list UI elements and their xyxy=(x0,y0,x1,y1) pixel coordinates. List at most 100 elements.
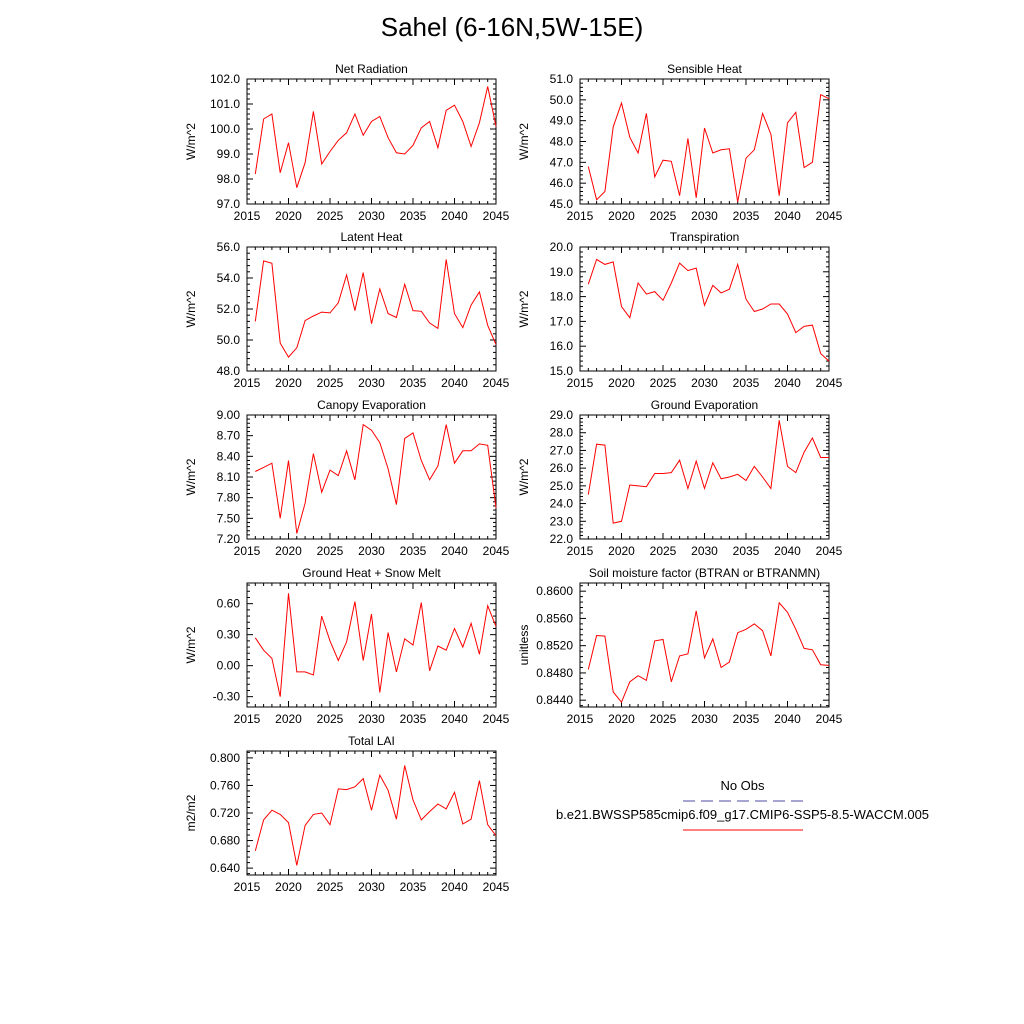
x-tick-label: 2035 xyxy=(400,544,427,558)
series-line xyxy=(254,765,497,866)
x-tick-label: 2035 xyxy=(400,376,427,390)
x-tick-label: 2035 xyxy=(733,376,760,390)
y-tick-label: 23.0 xyxy=(550,514,574,528)
x-tick-label: 2040 xyxy=(441,544,468,558)
x-tick-label: 2035 xyxy=(733,712,760,726)
y-tick-label: 54.0 xyxy=(217,271,241,285)
x-tick-label: 2015 xyxy=(234,712,261,726)
legend-model-label: b.e21.BWSSP585cmip6.f09_g17.CMIP6-SSP5-8… xyxy=(555,807,930,822)
panel-title: Total LAI xyxy=(348,734,395,748)
y-tick-label: 24.0 xyxy=(550,497,574,511)
x-tick-label: 2030 xyxy=(358,544,385,558)
y-tick-label: 98.0 xyxy=(217,172,241,186)
y-tick-label: 22.0 xyxy=(550,532,574,546)
series-line xyxy=(587,420,829,524)
y-tick-label: 0.720 xyxy=(210,806,240,820)
y-tick-label: 45.0 xyxy=(550,197,574,211)
x-tick-label: 2025 xyxy=(650,209,677,223)
series-line xyxy=(254,86,497,188)
y-tick-label: 100.0 xyxy=(210,122,240,136)
y-tick-label: 97.0 xyxy=(217,197,241,211)
x-tick-label: 2040 xyxy=(441,880,468,894)
legend-model-swatch xyxy=(683,829,803,831)
x-tick-label: 2025 xyxy=(317,376,344,390)
panel-title: Ground Evaporation xyxy=(651,398,758,412)
y-axis-label: unitless xyxy=(517,625,531,666)
y-axis-label: W/m^2 xyxy=(517,123,531,160)
x-tick-label: 2020 xyxy=(608,712,635,726)
x-tick-label: 2035 xyxy=(400,712,427,726)
x-tick-label: 2040 xyxy=(774,544,801,558)
x-tick-label: 2035 xyxy=(733,209,760,223)
x-tick-label: 2035 xyxy=(400,209,427,223)
panel-title: Latent Heat xyxy=(340,230,403,244)
x-tick-label: 2020 xyxy=(275,209,302,223)
x-tick-label: 2045 xyxy=(483,712,510,726)
x-tick-label: 2045 xyxy=(483,544,510,558)
y-tick-label: 102.0 xyxy=(210,72,240,86)
plot-frame xyxy=(246,414,497,540)
y-tick-label: 25.0 xyxy=(550,479,574,493)
x-tick-label: 2020 xyxy=(275,712,302,726)
x-tick-label: 2015 xyxy=(567,376,594,390)
page-title: Sahel (6-16N,5W-15E) xyxy=(380,12,644,42)
plot-frame xyxy=(579,78,830,205)
legend-obs-label: No Obs xyxy=(720,778,765,793)
panel-9: Total LAI m2/m2 2015 2020 2025 2030 2035 2040 20… xyxy=(184,734,510,894)
panel-7: Ground Heat + Snow Melt W/m^2 2015 2020 2025… xyxy=(184,566,510,726)
y-tick-label: 26.0 xyxy=(550,461,574,475)
y-axis-label: W/m^2 xyxy=(184,626,198,663)
y-tick-label: 8.10 xyxy=(217,470,241,484)
panel-title: Transpiration xyxy=(670,230,740,244)
x-tick-label: 2025 xyxy=(650,376,677,390)
y-axis-label: W/m^2 xyxy=(517,458,531,495)
y-tick-label: 46.0 xyxy=(550,176,574,190)
y-tick-label: 7.20 xyxy=(217,532,241,546)
plot-frame xyxy=(246,246,497,372)
x-tick-label: 2045 xyxy=(483,209,510,223)
x-tick-label: 2030 xyxy=(358,376,385,390)
x-tick-label: 2045 xyxy=(483,376,510,390)
x-tick-label: 2015 xyxy=(567,712,594,726)
x-tick-label: 2045 xyxy=(816,712,843,726)
panel-8: Soil moisture factor (BTRAN or BTRANMN) u… xyxy=(517,566,843,726)
y-tick-label: 0.30 xyxy=(217,628,241,642)
x-tick-label: 2025 xyxy=(317,880,344,894)
x-tick-label: 2030 xyxy=(691,544,718,558)
x-tick-label: 2015 xyxy=(234,544,261,558)
x-tick-label: 2040 xyxy=(441,209,468,223)
y-tick-label: 49.0 xyxy=(550,114,574,128)
x-tick-label: 2030 xyxy=(691,209,718,223)
panel-title: Ground Heat + Snow Melt xyxy=(302,566,441,580)
x-tick-label: 2030 xyxy=(358,880,385,894)
y-tick-label: -0.30 xyxy=(213,690,241,704)
x-tick-label: 2020 xyxy=(608,544,635,558)
y-tick-label: 0.8560 xyxy=(536,611,573,625)
series-line xyxy=(587,258,830,362)
plot-frame xyxy=(579,582,830,708)
y-tick-label: 47.0 xyxy=(550,155,574,169)
y-tick-label: 7.50 xyxy=(217,511,241,525)
plot-frame xyxy=(579,414,830,540)
panel-title: Sensible Heat xyxy=(667,62,742,76)
plot-frame xyxy=(579,246,830,372)
panel-5: Canopy Evaporation W/m^2 2015 2020 2025 2030 2… xyxy=(184,398,510,558)
x-tick-label: 2020 xyxy=(275,544,302,558)
x-tick-label: 2015 xyxy=(567,209,594,223)
y-tick-label: 15.0 xyxy=(550,364,574,378)
x-tick-label: 2025 xyxy=(650,544,677,558)
x-tick-label: 2020 xyxy=(275,880,302,894)
panel-2: Sensible Heat W/m^2 2015 2020 2025 2030 2035 20… xyxy=(517,62,843,223)
x-tick-label: 2040 xyxy=(774,376,801,390)
x-tick-label: 2025 xyxy=(650,712,677,726)
x-tick-label: 2025 xyxy=(317,544,344,558)
y-tick-label: 99.0 xyxy=(217,147,241,161)
y-tick-label: 18.0 xyxy=(550,290,574,304)
series-line xyxy=(587,601,830,704)
y-tick-label: 0.00 xyxy=(217,659,241,673)
series-line xyxy=(255,423,497,534)
y-tick-label: 0.8440 xyxy=(536,693,573,707)
series-line xyxy=(587,93,830,202)
y-tick-label: 17.0 xyxy=(550,314,574,328)
